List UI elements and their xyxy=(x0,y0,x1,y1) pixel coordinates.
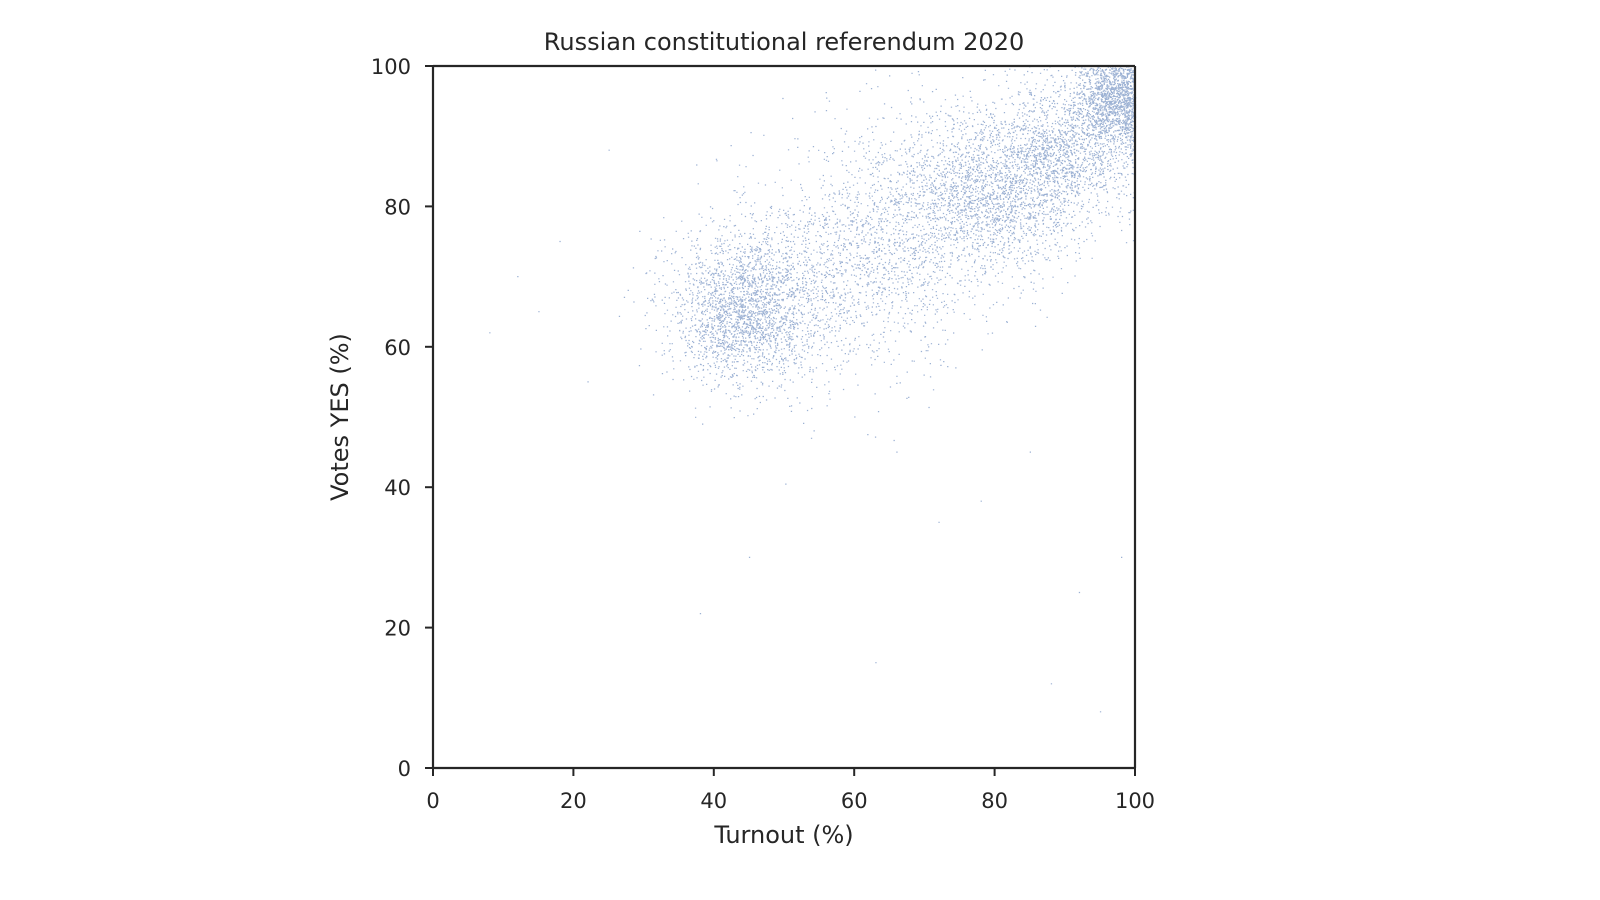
y-axis-label: Votes YES (%) xyxy=(326,333,354,501)
x-axis-label: Turnout (%) xyxy=(713,821,853,849)
y-tick-label: 60 xyxy=(384,336,411,360)
y-axis-ticks: 0 20 40 60 80 100 xyxy=(371,55,433,781)
x-tick-label: 80 xyxy=(981,789,1008,813)
x-axis-ticks: 0 20 40 60 80 100 xyxy=(426,768,1155,813)
plot-frame xyxy=(431,64,1137,770)
x-tick-label: 100 xyxy=(1115,789,1155,813)
y-tick-label: 40 xyxy=(384,476,411,500)
x-tick-label: 20 xyxy=(560,789,587,813)
y-tick-label: 80 xyxy=(384,195,411,219)
y-tick-label: 100 xyxy=(371,55,411,79)
chart-title: Russian constitutional referendum 2020 xyxy=(544,28,1024,56)
scatter-point-cloud xyxy=(489,65,1137,713)
scatter-points xyxy=(489,65,1137,713)
y-tick-label: 0 xyxy=(398,757,411,781)
x-tick-label: 40 xyxy=(700,789,727,813)
x-tick-label: 60 xyxy=(841,789,868,813)
y-tick-label: 20 xyxy=(384,617,411,641)
x-tick-label: 0 xyxy=(426,789,439,813)
